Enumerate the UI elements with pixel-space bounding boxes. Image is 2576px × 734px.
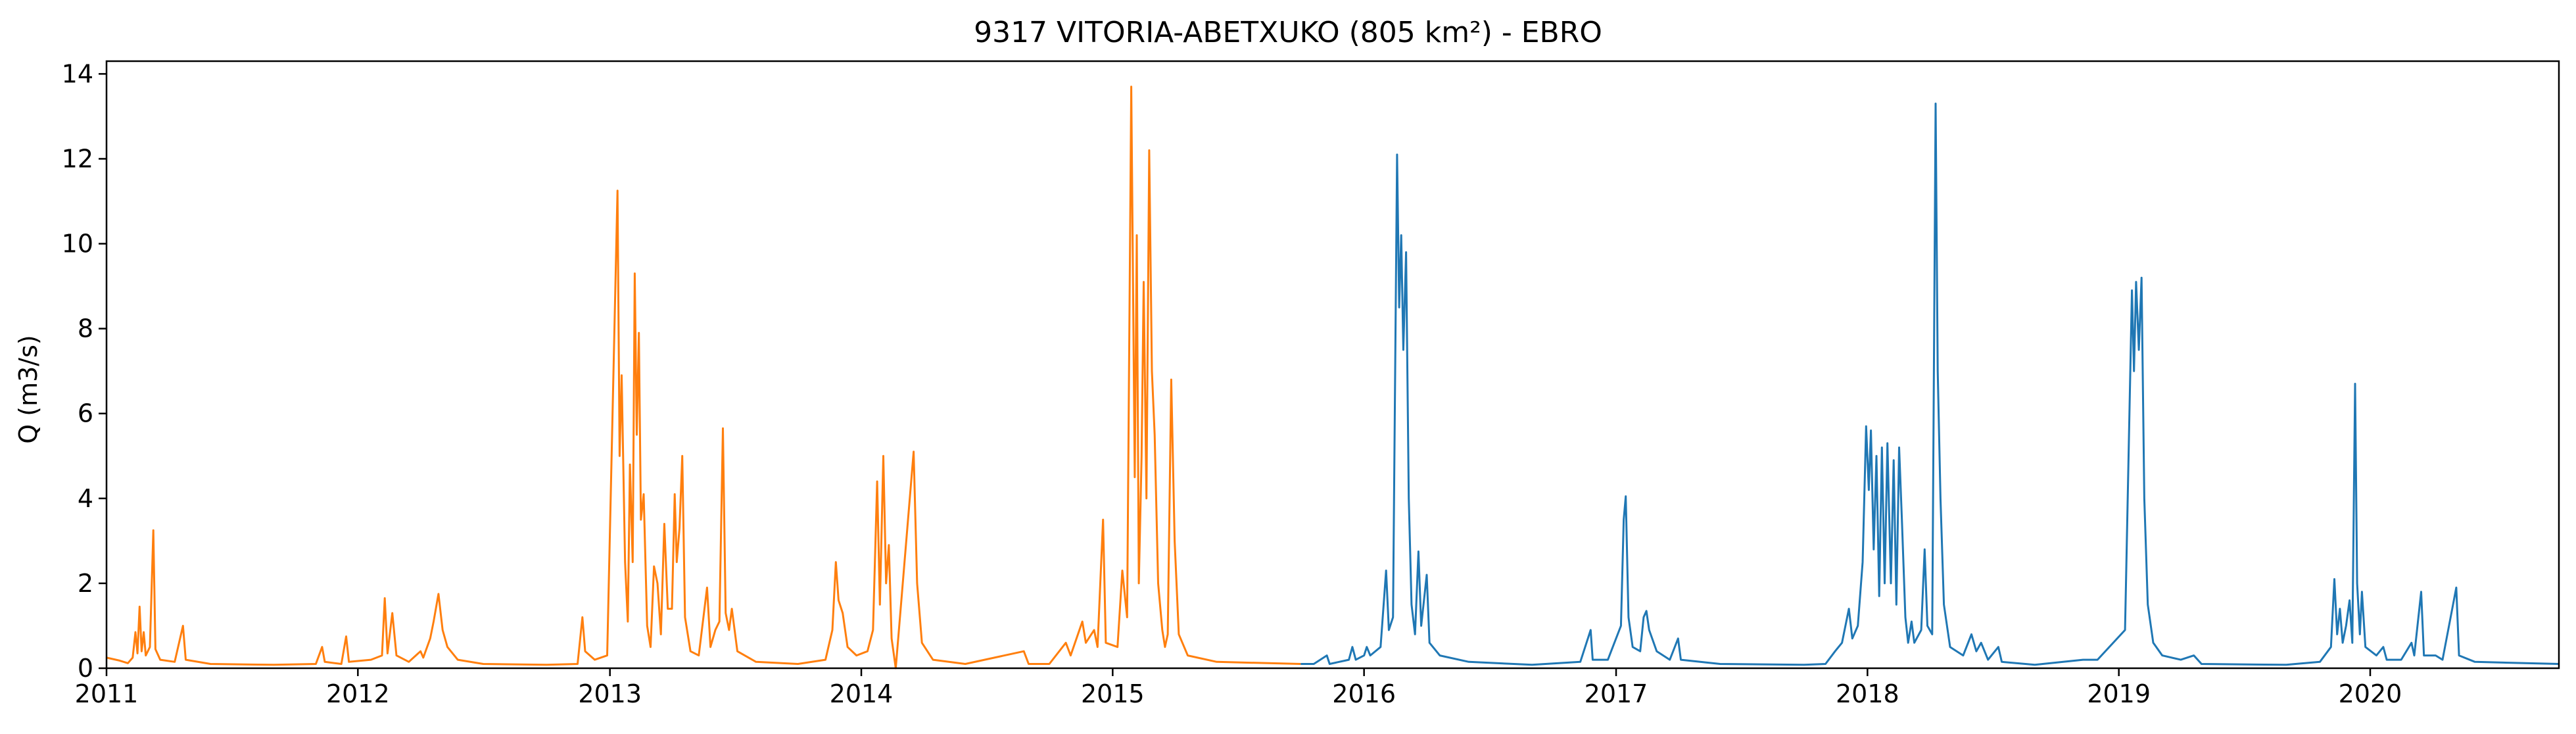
plot-frame — [105, 60, 2560, 670]
axes-layer: 2011 2012 2013 2014 2015 2016 2017 2018 2019 2020… — [62, 59, 2402, 708]
x-tick-label-2011: 2011 — [75, 679, 139, 708]
x-tick-label-2015: 2015 — [1081, 679, 1145, 708]
x-tick-label-2012: 2012 — [326, 679, 390, 708]
y-tick-label-8: 8 — [78, 314, 93, 343]
series-line-2 — [1300, 103, 2560, 666]
y-tick-label-12: 12 — [62, 144, 93, 173]
x-tick-label-2018: 2018 — [1836, 679, 1899, 708]
series-layer — [106, 86, 2560, 670]
y-tick-label-6: 6 — [78, 399, 93, 428]
x-tick-label-2016: 2016 — [1332, 679, 1396, 708]
y-tick-label-14: 14 — [62, 59, 93, 88]
y-tick-label-0: 0 — [78, 654, 93, 683]
x-tick-label-2017: 2017 — [1585, 679, 1648, 708]
x-tick-label-2014: 2014 — [830, 679, 894, 708]
y-tick-label-4: 4 — [78, 484, 93, 513]
y-tick-label-2: 2 — [78, 569, 93, 598]
x-tick-label-2019: 2019 — [2087, 679, 2151, 708]
chart-title: 9317 VITORIA-ABETXUKO (805 km²) - EBRO — [974, 16, 1602, 49]
y-tick-label-10: 10 — [62, 230, 93, 258]
x-tick-label-2013: 2013 — [578, 679, 642, 708]
x-tick-label-2020: 2020 — [2339, 679, 2402, 708]
series-line-1 — [106, 86, 1301, 670]
y-axis-label: Q (m3/s) — [14, 335, 43, 443]
